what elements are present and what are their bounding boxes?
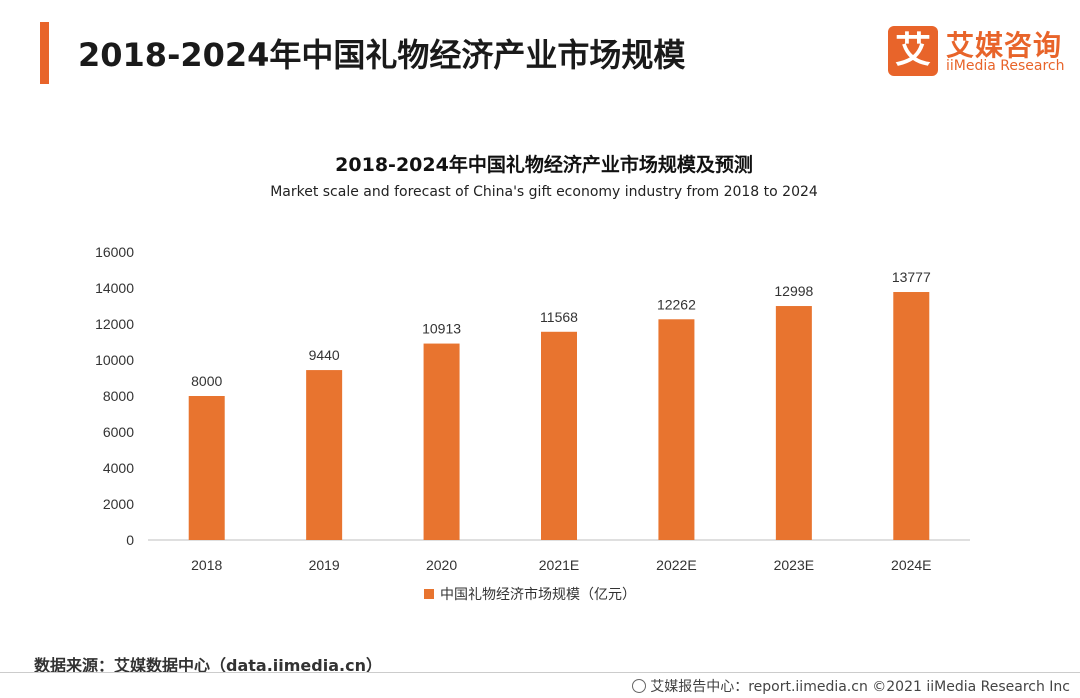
page-title: 2018-2024年中国礼物经济产业市场规模 xyxy=(78,36,686,74)
x-tick-label: 2018 xyxy=(191,557,222,573)
y-tick-label: 2000 xyxy=(103,496,134,512)
chart-subtitle: Market scale and forecast of China's gif… xyxy=(270,184,818,200)
y-tick-label: 12000 xyxy=(95,316,134,332)
footer: 艾媒报告中心：report.iimedia.cn ©2021 iiMedia R… xyxy=(632,676,1070,696)
y-tick-label: 6000 xyxy=(103,424,134,440)
logo-name-en: iiMedia Research xyxy=(946,58,1065,74)
x-tick-label: 2024E xyxy=(891,557,931,573)
bar-chart: 0 2000 4000 6000 8000 10000 12000 14000 16000 800… xyxy=(95,244,970,602)
bar xyxy=(423,343,460,540)
globe-icon xyxy=(632,679,647,693)
data-source: 数据来源：艾媒数据中心（data.iimedia.cn） xyxy=(34,656,382,675)
y-tick-label: 8000 xyxy=(103,388,134,404)
bar xyxy=(893,292,930,540)
x-tick-label: 2021E xyxy=(539,557,579,573)
x-tick-label: 2022E xyxy=(656,557,696,573)
x-tick-label: 2020 xyxy=(426,557,457,573)
logo-name-cn: 艾媒咨询 xyxy=(946,29,1063,62)
footer-divider xyxy=(0,672,1080,673)
logo-mark: 艾 xyxy=(888,26,938,76)
y-tick-label: 0 xyxy=(126,532,134,548)
legend-label: 中国礼物经济市场规模（亿元） xyxy=(440,586,636,602)
iimedia-logo: 艾 艾媒咨询 iiMedia Research xyxy=(888,24,1068,80)
data-label: 10913 xyxy=(422,321,461,337)
x-tick-label: 2023E xyxy=(774,557,814,573)
data-label: 8000 xyxy=(191,373,222,389)
x-tick-label: 2019 xyxy=(309,557,340,573)
data-label: 11568 xyxy=(540,309,578,325)
data-label: 12262 xyxy=(657,296,696,312)
bar xyxy=(541,331,577,540)
y-tick-label: 10000 xyxy=(95,352,134,368)
bar xyxy=(658,319,695,540)
footer-text: 艾媒报告中心：report.iimedia.cn ©2021 iiMedia R… xyxy=(650,679,1070,695)
y-tick-label: 16000 xyxy=(95,244,134,260)
data-label: 12998 xyxy=(774,283,813,299)
bar xyxy=(188,396,225,540)
bar xyxy=(306,370,343,540)
data-label: 13777 xyxy=(892,269,931,285)
chart-title: 2018-2024年中国礼物经济产业市场规模及预测 xyxy=(335,154,753,176)
title-accent-bar xyxy=(40,22,49,84)
y-tick-label: 4000 xyxy=(103,460,134,476)
legend-swatch xyxy=(424,589,434,599)
bar xyxy=(775,306,812,540)
y-tick-label: 14000 xyxy=(95,280,134,296)
data-label: 9440 xyxy=(309,347,340,363)
